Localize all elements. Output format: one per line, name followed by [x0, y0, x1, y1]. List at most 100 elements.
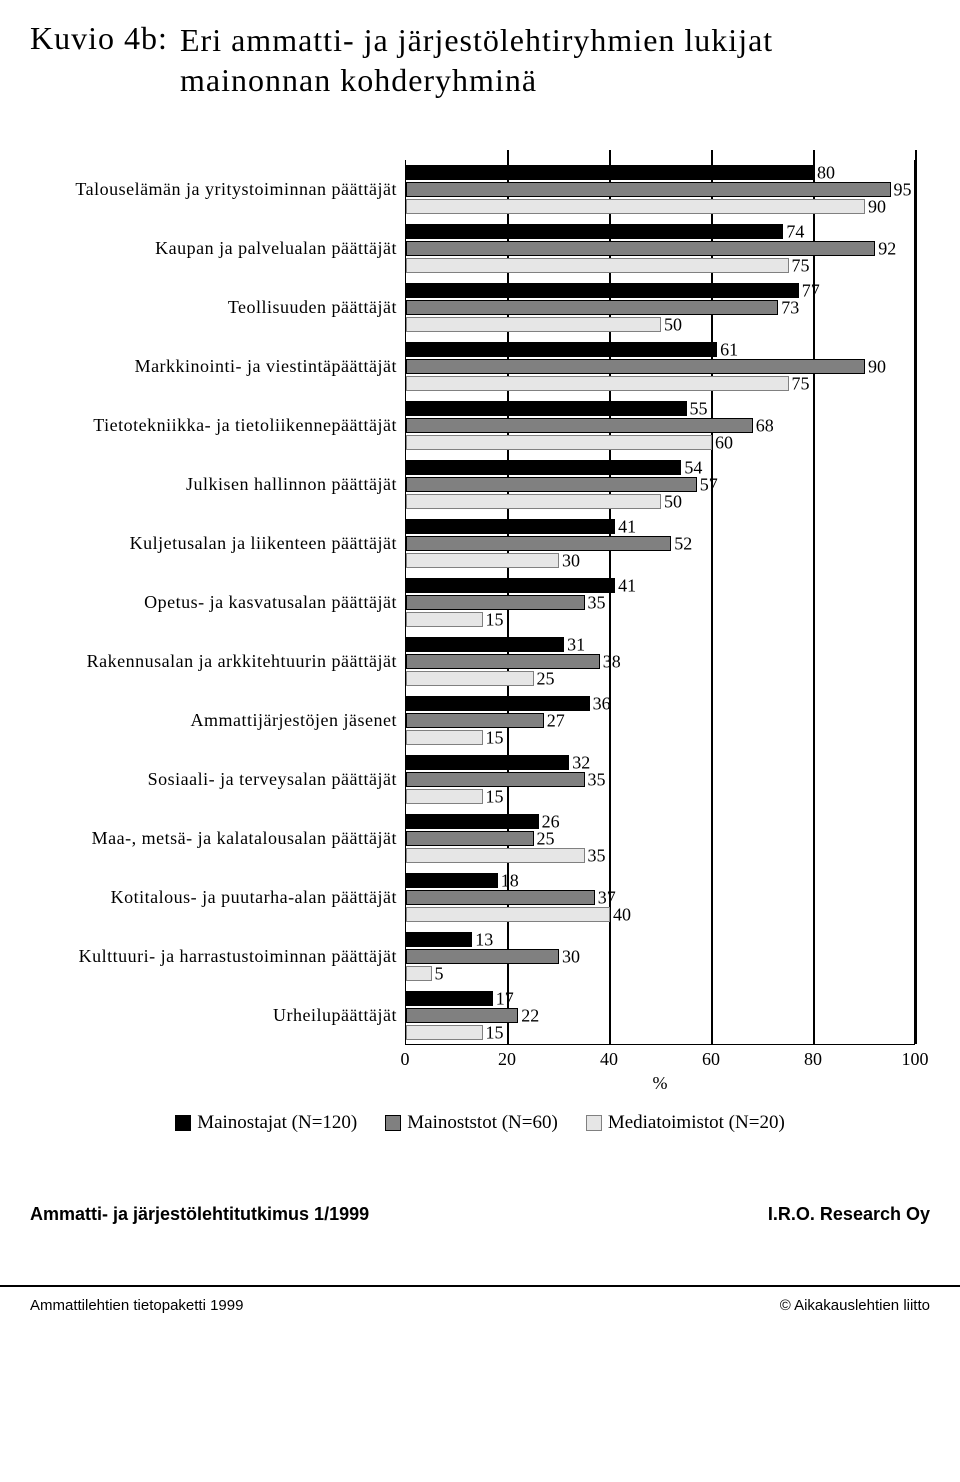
category-label: Urheilupäättäjät — [40, 986, 397, 1045]
bar-value: 41 — [614, 516, 636, 537]
bar-value: 75 — [788, 255, 810, 276]
category-label: Talouselämän ja yritystoiminnan päättäjä… — [40, 160, 397, 219]
bar-value: 17 — [492, 988, 514, 1009]
bar-value: 57 — [696, 474, 718, 495]
bar-group: 18 37 40 — [406, 868, 914, 927]
bar: 35 — [406, 772, 585, 787]
bar: 37 — [406, 890, 595, 905]
legend-item: Mainoststot (N=60) — [385, 1112, 558, 1134]
bar: 25 — [406, 831, 534, 846]
bar-value: 55 — [686, 398, 708, 419]
bar: 75 — [406, 376, 789, 391]
bar-group: 777350 — [406, 278, 914, 337]
bar-value: 80 — [813, 162, 835, 183]
bar-value: 27 — [543, 710, 565, 731]
bar-group: 545750 — [406, 455, 914, 514]
bar-value: 5 — [431, 963, 444, 984]
legend-label: Mainoststot (N=60) — [407, 1112, 558, 1134]
source-row: Ammatti- ja järjestölehtitutkimus 1/1999… — [30, 1204, 930, 1245]
category-label: Kaupan ja palvelualan päättäjät — [40, 219, 397, 278]
bar-value: 15 — [482, 1022, 504, 1043]
bar-value: 15 — [482, 786, 504, 807]
bar: 25 — [406, 671, 534, 686]
bar-value: 52 — [670, 533, 692, 554]
bar: 17 — [406, 991, 493, 1006]
category-label: Rakennusalan ja arkkitehtuurin päättäjät — [40, 632, 397, 691]
bar: 38 — [406, 654, 600, 669]
bar: 13 — [406, 932, 472, 947]
bar-value: 61 — [716, 339, 738, 360]
category-label: Sosiaali- ja terveysalan päättäjät — [40, 750, 397, 809]
bar-value: 36 — [589, 693, 611, 714]
bar-value: 60 — [711, 432, 733, 453]
bar-value: 90 — [864, 196, 886, 217]
bar-value: 50 — [660, 491, 682, 512]
bar-value: 25 — [533, 668, 555, 689]
bar: 57 — [406, 477, 697, 492]
category-label: Kuljetusalan ja liikenteen päättäjät — [40, 514, 397, 573]
bar-value: 95 — [890, 179, 912, 200]
bar-value: 90 — [864, 356, 886, 377]
x-tick: 100 — [902, 1049, 929, 1070]
bar: 90 — [406, 359, 865, 374]
bar-value: 38 — [599, 651, 621, 672]
bar: 52 — [406, 536, 671, 551]
bar: 26 — [406, 814, 539, 829]
bar: 27 — [406, 713, 544, 728]
bar: 41 — [406, 578, 615, 593]
category-label: Kotitalous- ja puutarha-alan päättäjät — [40, 868, 397, 927]
legend-label: Mediatoimistot (N=20) — [608, 1112, 785, 1134]
bar-value: 92 — [874, 238, 896, 259]
x-tick: 80 — [804, 1049, 822, 1070]
bar: 92 — [406, 241, 875, 256]
bar-group: 619075 — [406, 337, 914, 396]
legend-item: Mainostajat (N=120) — [175, 1112, 357, 1134]
bar: 68 — [406, 418, 753, 433]
bar-group: 313825 — [406, 632, 914, 691]
footer-right: © Aikakauslehtien liitto — [780, 1297, 930, 1314]
bar: 50 — [406, 317, 661, 332]
page-footer: Ammattilehtien tietopaketti 1999 © Aikak… — [0, 1285, 960, 1334]
bar-value: 15 — [482, 727, 504, 748]
bar: 5 — [406, 966, 432, 981]
bar-group: 362715 — [406, 691, 914, 750]
bar-value: 50 — [660, 314, 682, 335]
bar: 74 — [406, 224, 783, 239]
bar: 80 — [406, 165, 814, 180]
category-label: Ammattijärjestöjen jäsenet — [40, 691, 397, 750]
bar: 18 — [406, 873, 498, 888]
bar-value: 41 — [614, 575, 636, 596]
bar-value: 35 — [584, 845, 606, 866]
category-label: Kulttuuri- ja harrastustoiminnan päättäj… — [40, 927, 397, 986]
bar: 55 — [406, 401, 687, 416]
bar: 35 — [406, 848, 585, 863]
bar-group: 415230 — [406, 514, 914, 573]
x-tick: 40 — [600, 1049, 618, 1070]
bar: 40 — [406, 907, 610, 922]
legend-swatch — [586, 1115, 602, 1131]
bar: 54 — [406, 460, 681, 475]
bar-group: 172215 — [406, 986, 914, 1045]
bar-group: 13305 — [406, 927, 914, 986]
plot-area: 8095907492757773506190755568605457504152… — [405, 160, 915, 1045]
bar: 60 — [406, 435, 712, 450]
x-tick: 60 — [702, 1049, 720, 1070]
legend: Mainostajat (N=120) Mainoststot (N=60) Med… — [30, 1112, 930, 1134]
bar: 90 — [406, 199, 865, 214]
bar-value: 35 — [584, 769, 606, 790]
source-left: Ammatti- ja järjestölehtitutkimus 1/1999 — [30, 1204, 369, 1225]
footer-left: Ammattilehtien tietopaketti 1999 — [30, 1297, 243, 1314]
bar: 31 — [406, 637, 564, 652]
bar-value: 77 — [798, 280, 820, 301]
bar: 32 — [406, 755, 569, 770]
bar: 50 — [406, 494, 661, 509]
x-tick: 20 — [498, 1049, 516, 1070]
bar-value: 74 — [782, 221, 804, 242]
bar: 35 — [406, 595, 585, 610]
bar: 15 — [406, 730, 483, 745]
source-right: I.R.O. Research Oy — [768, 1204, 930, 1225]
bar-group: 41 3515 — [406, 573, 914, 632]
figure-number: Kuvio 4b: — [30, 20, 180, 57]
bar-value: 15 — [482, 609, 504, 630]
bar-value: 22 — [517, 1005, 539, 1026]
